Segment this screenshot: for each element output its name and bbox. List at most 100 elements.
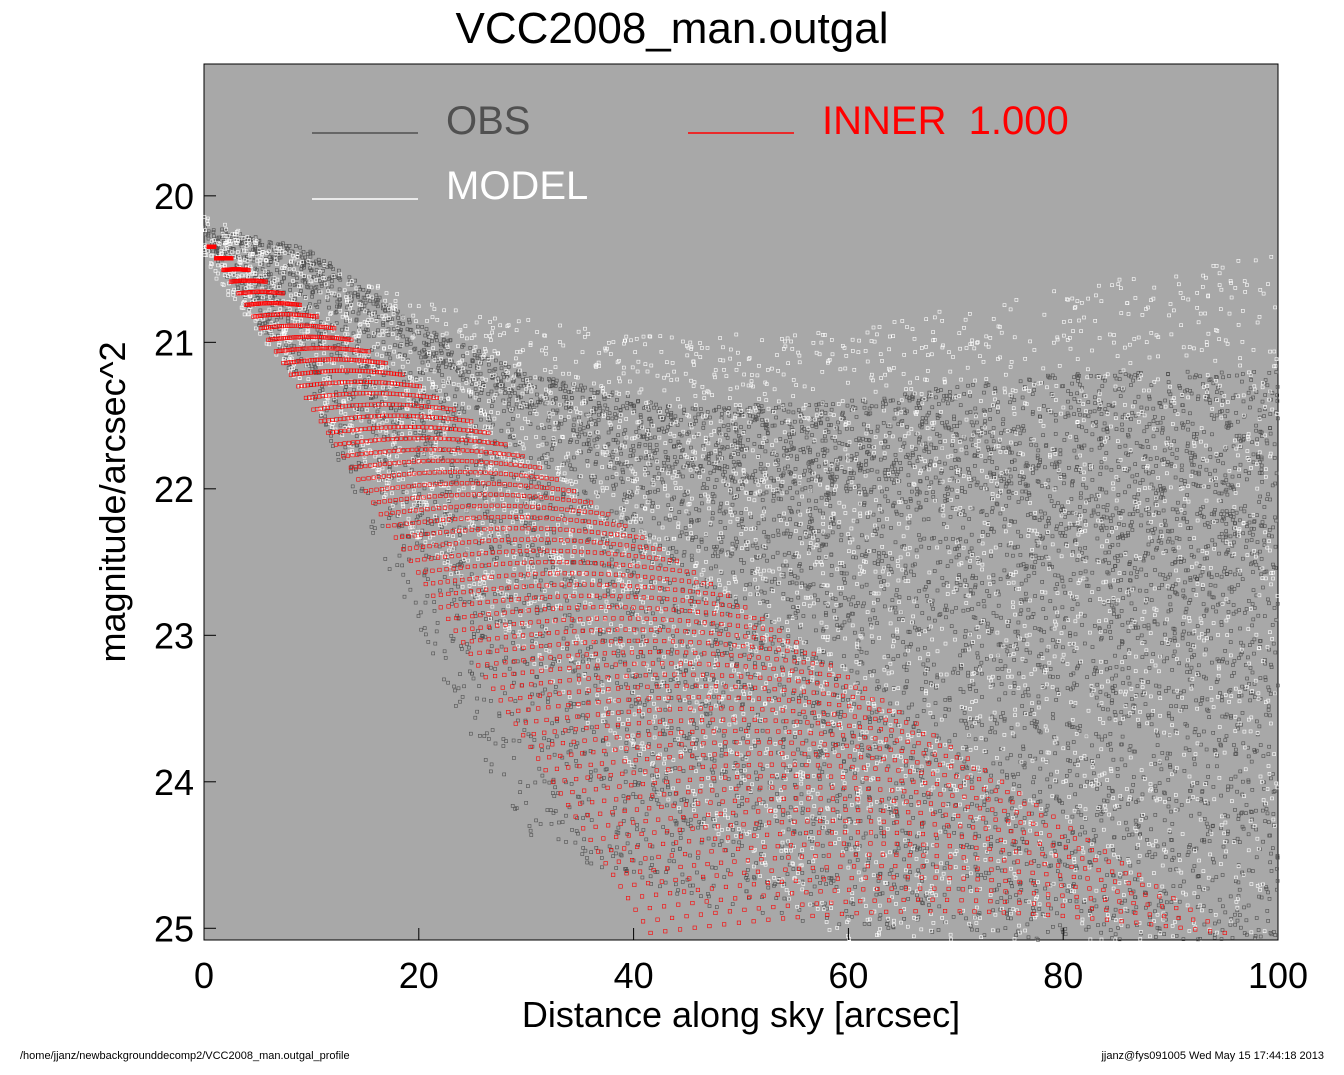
obs-point xyxy=(545,515,550,519)
obs-point xyxy=(1262,786,1266,791)
obs-point xyxy=(995,484,1000,489)
obs-point xyxy=(589,725,594,730)
obs-point xyxy=(313,365,318,370)
obs-point xyxy=(423,333,428,338)
obs-point xyxy=(1036,700,1041,705)
obs-point xyxy=(989,554,993,558)
obs-point xyxy=(1093,834,1098,838)
obs-point xyxy=(822,901,827,906)
obs-point xyxy=(924,420,929,425)
obs-point xyxy=(995,887,999,892)
obs-point xyxy=(814,628,818,633)
obs-point xyxy=(1241,531,1245,536)
obs-point xyxy=(408,341,413,346)
obs-point xyxy=(1110,936,1114,940)
obs-point xyxy=(974,576,979,580)
obs-point xyxy=(816,464,821,469)
obs-point xyxy=(720,412,724,416)
obs-point xyxy=(375,409,380,414)
obs-point xyxy=(1073,849,1078,854)
obs-point xyxy=(1251,452,1256,457)
obs-point xyxy=(886,926,891,930)
obs-point xyxy=(673,516,678,520)
obs-point xyxy=(1090,465,1094,469)
obs-point xyxy=(785,811,790,816)
obs-point xyxy=(371,301,376,306)
obs-point xyxy=(760,498,765,502)
obs-point xyxy=(717,802,721,807)
obs-point xyxy=(945,498,950,502)
obs-point xyxy=(631,792,636,797)
obs-point xyxy=(1022,816,1027,820)
obs-point xyxy=(1074,899,1079,904)
obs-point xyxy=(357,307,362,312)
obs-point xyxy=(699,407,703,411)
obs-point xyxy=(420,325,425,329)
obs-point xyxy=(802,427,806,431)
obs-point xyxy=(1055,911,1059,916)
obs-point xyxy=(804,738,809,743)
obs-point xyxy=(1024,862,1029,866)
obs-point xyxy=(760,767,765,771)
obs-point xyxy=(821,542,826,547)
obs-point xyxy=(1214,413,1219,418)
obs-point xyxy=(850,476,855,481)
obs-point xyxy=(1036,864,1041,868)
obs-point xyxy=(833,438,838,443)
obs-point xyxy=(942,394,946,398)
obs-point xyxy=(619,853,624,858)
obs-point xyxy=(1146,528,1150,533)
obs-point xyxy=(713,407,718,412)
obs-point xyxy=(1096,754,1100,759)
obs-point xyxy=(741,560,746,565)
obs-point xyxy=(1008,429,1013,433)
obs-point xyxy=(838,591,843,596)
obs-point xyxy=(932,535,936,540)
obs-point xyxy=(884,487,889,492)
obs-point xyxy=(330,279,334,283)
obs-point xyxy=(1170,848,1175,852)
obs-point xyxy=(797,502,802,506)
obs-point xyxy=(1029,721,1034,726)
obs-point xyxy=(718,505,723,510)
obs-point xyxy=(1084,485,1089,490)
obs-point xyxy=(879,716,883,720)
obs-point xyxy=(952,417,957,422)
obs-point xyxy=(1155,622,1160,627)
obs-point xyxy=(1136,798,1141,803)
obs-point xyxy=(1268,860,1272,865)
obs-point xyxy=(1275,399,1280,403)
obs-point xyxy=(1145,497,1150,502)
obs-point xyxy=(1245,477,1249,482)
obs-point xyxy=(558,387,563,392)
obs-point xyxy=(301,250,306,254)
obs-point xyxy=(997,697,1002,702)
obs-point xyxy=(944,615,948,620)
obs-point xyxy=(412,332,417,337)
obs-point xyxy=(1150,539,1154,543)
obs-point xyxy=(1238,769,1243,774)
obs-point xyxy=(1030,564,1034,569)
obs-point xyxy=(922,646,927,650)
obs-point xyxy=(881,445,886,450)
obs-point xyxy=(1031,471,1035,475)
obs-point xyxy=(724,627,728,631)
obs-point xyxy=(1268,692,1273,696)
obs-point xyxy=(1189,813,1193,818)
obs-point xyxy=(882,587,887,591)
obs-point xyxy=(1201,602,1206,606)
obs-point xyxy=(1127,512,1132,517)
obs-point xyxy=(660,600,664,604)
obs-point xyxy=(803,696,808,700)
obs-point xyxy=(849,836,853,841)
obs-point xyxy=(1144,589,1149,593)
obs-point xyxy=(1110,676,1114,681)
obs-point xyxy=(406,580,411,584)
obs-point xyxy=(714,905,719,909)
obs-point xyxy=(1172,439,1176,444)
obs-point xyxy=(934,446,938,450)
obs-point xyxy=(1200,587,1205,591)
obs-point xyxy=(574,758,578,763)
obs-point xyxy=(1235,918,1240,923)
obs-point xyxy=(353,291,357,295)
